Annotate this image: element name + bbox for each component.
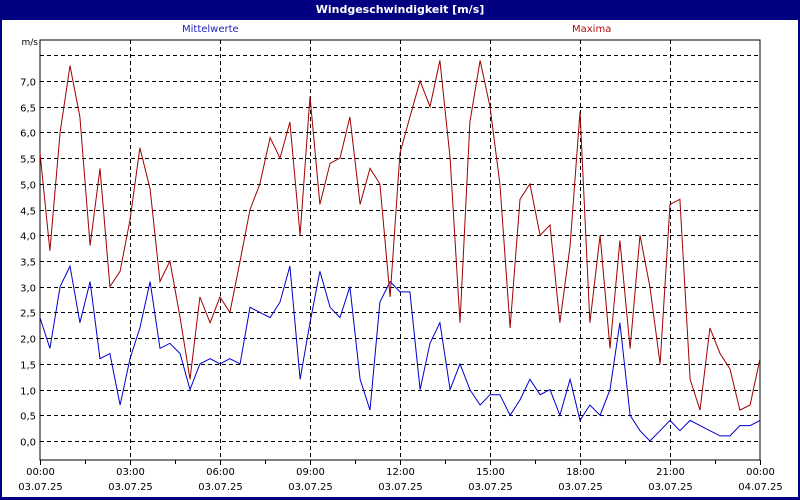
x-tick-date: 03.07.25 — [378, 482, 423, 493]
x-tick-time: 00:00 — [746, 467, 775, 478]
x-tick-time: 15:00 — [476, 467, 505, 478]
y-tick-label: 5,5 — [20, 155, 36, 166]
y-tick-label: 1,0 — [20, 387, 36, 398]
y-tick-label: 5,0 — [20, 181, 36, 192]
y-tick-label: 6,0 — [20, 129, 36, 140]
y-tick-label: 6,5 — [20, 104, 36, 115]
x-tick-date: 03.07.25 — [648, 482, 693, 493]
x-tick-time: 12:00 — [386, 467, 415, 478]
y-tick-label: 3,5 — [20, 258, 36, 269]
x-tick-time: 21:00 — [656, 467, 685, 478]
x-tick-time: 09:00 — [296, 467, 325, 478]
y-tick-label: 3,0 — [20, 284, 36, 295]
y-tick-label: 7,0 — [20, 78, 36, 89]
x-tick-date: 03.07.25 — [198, 482, 243, 493]
x-tick-time: 18:00 — [566, 467, 595, 478]
y-tick-label: 0,5 — [20, 412, 36, 423]
x-tick-date: 04.07.25 — [738, 482, 783, 493]
x-tick-date: 03.07.25 — [18, 482, 63, 493]
x-tick-date: 03.07.25 — [288, 482, 333, 493]
legend-mittelwerte: Mittelwerte — [182, 24, 239, 35]
y-tick-label: 0,0 — [20, 438, 36, 449]
y-tick-label: 1,5 — [20, 361, 36, 372]
y-tick-label: 4,0 — [20, 232, 36, 243]
legend-maxima: Maxima — [572, 24, 612, 35]
window-title: Windgeschwindigkeit [m/s] — [0, 0, 800, 20]
x-tick-date: 03.07.25 — [558, 482, 603, 493]
y-tick-label: 2,0 — [20, 335, 36, 346]
series-mittelwerte — [39, 264, 761, 442]
x-tick-date: 03.07.25 — [468, 482, 513, 493]
x-tick-time: 00:00 — [26, 467, 55, 478]
x-tick-time: 03:00 — [116, 467, 145, 478]
y-tick-label: 2,5 — [20, 309, 36, 320]
line-chart: 0,0 0,5 1,0 1,5 2,0 2,5 3,0 3,5 4,0 4,5 5,0 5,5 6,0 6… — [18, 38, 783, 493]
y-tick-label: 4,5 — [20, 207, 36, 218]
series-maxima — [39, 60, 761, 411]
y-axis-unit: m/s — [22, 38, 39, 48]
x-tick-time: 06:00 — [206, 467, 235, 478]
chart-panel: Mittelwerte Maxima 0,0 0,5 1,0 1,5 2,0 2,5 3,0… — [2, 20, 798, 497]
x-tick-date: 03.07.25 — [108, 482, 153, 493]
